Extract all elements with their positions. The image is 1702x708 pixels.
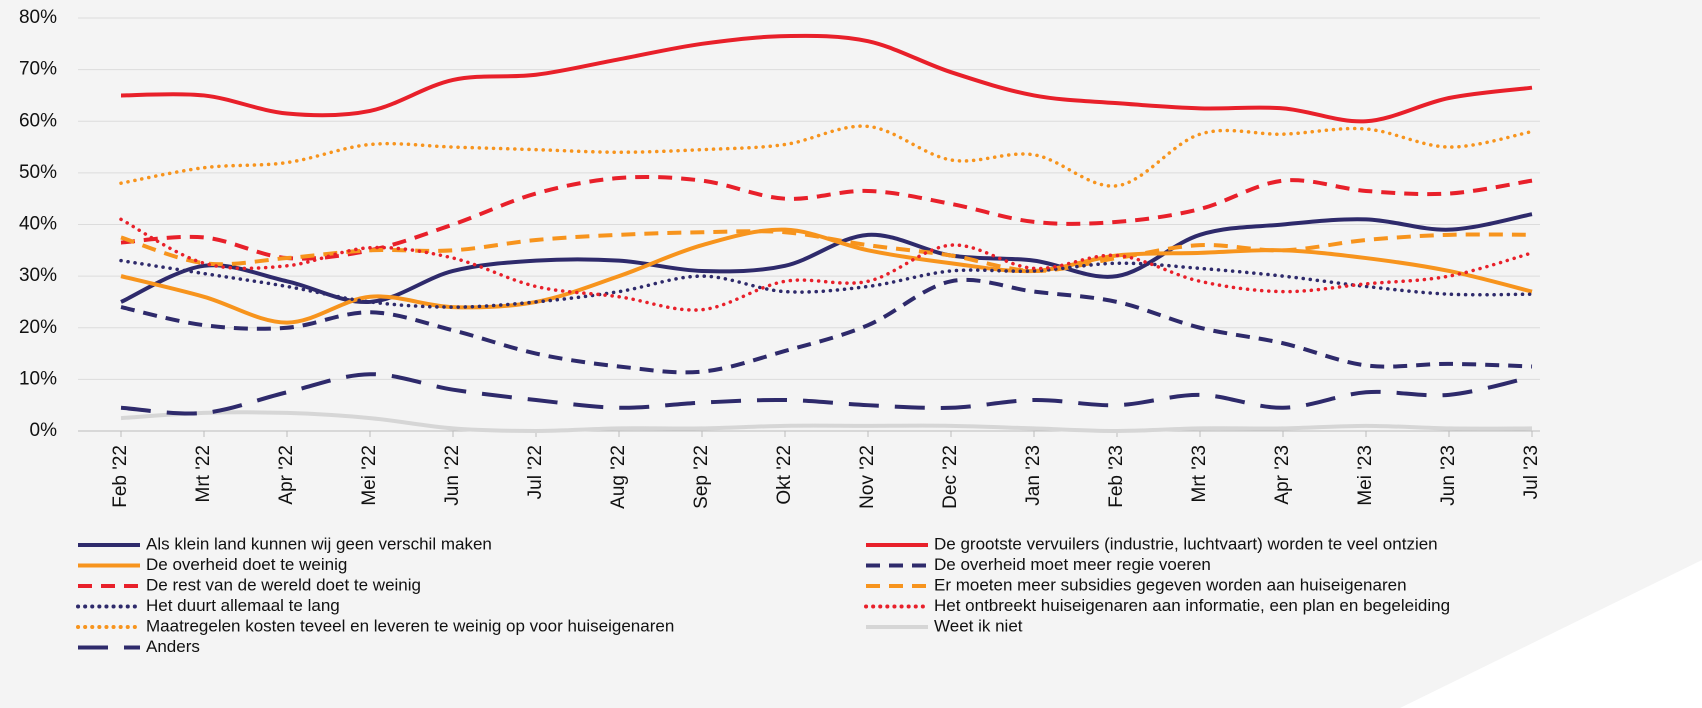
legend-label: De overheid moet meer regie voeren bbox=[934, 555, 1211, 574]
x-tick-label: Aug '22 bbox=[608, 445, 629, 509]
legend-label: Het duurt allemaal te lang bbox=[146, 596, 340, 615]
line-series bbox=[120, 372, 1533, 416]
y-tick-label: 80% bbox=[19, 7, 57, 28]
x-tick-label: Jun '22 bbox=[442, 445, 463, 506]
x-tick-label: Jul '23 bbox=[1521, 445, 1542, 499]
line-series bbox=[120, 212, 1533, 304]
x-tick-label: Okt '22 bbox=[774, 445, 795, 505]
line-series bbox=[119, 217, 1534, 312]
x-tick-label: Feb '22 bbox=[110, 445, 131, 508]
y-tick-label: 20% bbox=[19, 317, 57, 338]
x-tick-label: Mei '23 bbox=[1355, 445, 1376, 506]
y-tick-label: 40% bbox=[19, 214, 57, 235]
legend-label: Maatregelen kosten teveel en leveren te … bbox=[146, 616, 674, 635]
y-tick-label: 60% bbox=[19, 110, 57, 131]
legend-label: Weet ik niet bbox=[934, 616, 1023, 635]
y-tick-label: 50% bbox=[19, 162, 57, 183]
background-shape bbox=[1400, 560, 1702, 708]
x-tick-label: Apr '22 bbox=[276, 445, 297, 505]
line-series bbox=[120, 33, 1533, 124]
line-series bbox=[120, 277, 1533, 375]
x-tick-label: Sep '22 bbox=[691, 445, 712, 509]
legend-label: Er moeten meer subsidies gegeven worden … bbox=[934, 575, 1407, 594]
y-tick-label: 70% bbox=[19, 59, 57, 80]
x-tick-label: Mrt '22 bbox=[193, 445, 214, 502]
x-tick-label: Dec '22 bbox=[940, 445, 961, 509]
legend-label: Als klein land kunnen wij geen verschil … bbox=[146, 534, 492, 553]
y-tick-label: 0% bbox=[30, 420, 58, 441]
x-tick-label: Jul '22 bbox=[525, 445, 546, 499]
line-series bbox=[119, 258, 1534, 309]
line-series bbox=[120, 410, 1533, 434]
x-tick-label: Mrt '23 bbox=[1189, 445, 1210, 502]
y-tick-label: 10% bbox=[19, 368, 57, 389]
x-tick-label: Apr '23 bbox=[1272, 445, 1293, 505]
line-series bbox=[120, 174, 1533, 261]
legend-label: De rest van de wereld doet te weinig bbox=[146, 575, 421, 594]
x-tick-label: Mei '22 bbox=[359, 445, 380, 506]
legend-label: Het ontbreekt huiseigenaren aan informat… bbox=[934, 596, 1450, 615]
y-tick-label: 30% bbox=[19, 265, 57, 286]
x-tick-label: Feb '23 bbox=[1106, 445, 1127, 508]
x-tick-label: Jan '23 bbox=[1023, 445, 1044, 506]
legend-label: Anders bbox=[146, 637, 200, 656]
x-tick-label: Jun '23 bbox=[1438, 445, 1459, 506]
line-series bbox=[120, 229, 1533, 273]
legend-label: De overheid doet te weinig bbox=[146, 555, 347, 574]
x-tick-label: Nov '22 bbox=[857, 445, 878, 509]
legend-label: De grootste vervuilers (industrie, lucht… bbox=[934, 534, 1438, 553]
line-series bbox=[119, 124, 1534, 188]
